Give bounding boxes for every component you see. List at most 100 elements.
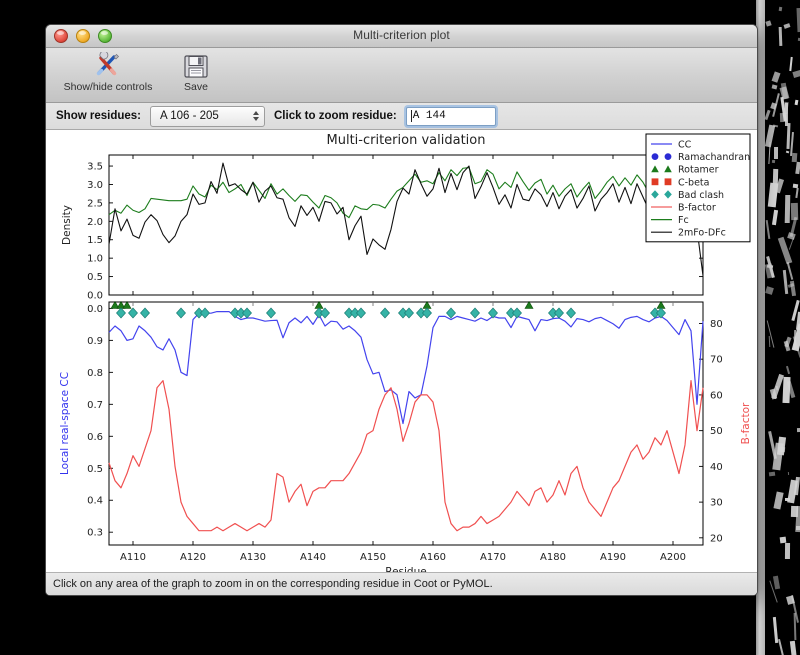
legend-triangle-swatch — [651, 165, 659, 173]
rotamer-outlier-marker[interactable] — [524, 300, 534, 309]
rotamer-outlier-marker[interactable] — [110, 300, 120, 309]
legend-label: Fc — [678, 215, 689, 226]
y-tick-label: 3.5 — [87, 162, 103, 173]
bad-clash-marker[interactable] — [356, 307, 366, 319]
x-tick-label: A200 — [660, 552, 686, 563]
show-hide-controls-label: Show/hide controls — [63, 81, 153, 93]
y-tick-label-left: 0.4 — [87, 496, 103, 507]
tools-icon — [93, 52, 123, 80]
legend-item-rotamer[interactable]: Rotamer — [651, 165, 719, 176]
x-tick-label: A110 — [120, 552, 146, 563]
y-tick-label: 0.0 — [87, 291, 103, 302]
residue-range-select[interactable]: A 106 - 205 — [150, 105, 265, 127]
plot-canvas[interactable]: Multi-criterion validation 0.0 0.5 1.0 1.5 2.… — [46, 130, 757, 595]
y-tick-label-left: 0.5 — [87, 464, 103, 475]
legend-item-ramachandran[interactable]: Ramachandran — [651, 152, 751, 163]
bad-clash-marker[interactable] — [422, 307, 432, 319]
y-tick-label-right: 70 — [710, 355, 723, 366]
status-text: Click on any area of the graph to zoom i… — [53, 578, 493, 590]
show-residues-label: Show residues: — [56, 110, 141, 122]
bad-clash-marker[interactable] — [140, 307, 150, 319]
series-2mFo-DFc — [108, 162, 704, 276]
background-window-edge — [756, 0, 765, 655]
legend-item-cc[interactable]: CC — [651, 140, 692, 151]
legend-label: Rotamer — [678, 165, 719, 176]
controls-bar: Show residues: A 106 - 205 Click to zoom… — [46, 103, 757, 130]
bad-clash-marker[interactable] — [200, 307, 210, 319]
bad-clash-marker[interactable] — [380, 307, 390, 319]
legend-diamond-swatch — [651, 190, 659, 199]
legend-label: Bad clash — [678, 190, 724, 201]
y-tick-label-right: 40 — [710, 462, 723, 473]
y-tick-label-left: 0.0 — [87, 304, 103, 315]
x-tick-label: A140 — [300, 552, 326, 563]
y-tick-label: 3.0 — [87, 180, 103, 191]
multi-criterion-plot[interactable]: Multi-criterion validation 0.0 0.5 1.0 1.5 2.… — [46, 130, 757, 595]
legend-item-b-factor[interactable]: B-factor — [651, 203, 716, 214]
window-title: Multi-criterion plot — [353, 28, 450, 42]
legend-item-fc[interactable]: Fc — [651, 215, 689, 226]
chevron-updown-icon — [253, 111, 259, 121]
title-bar[interactable]: Multi-criterion plot — [46, 25, 757, 48]
legend-triangle-swatch — [664, 165, 672, 173]
legend-square-swatch — [664, 178, 672, 186]
legend-item-bad-clash[interactable]: Bad clash — [651, 190, 724, 201]
bad-clash-marker[interactable] — [554, 307, 564, 319]
legend-label: Ramachandran — [678, 152, 750, 163]
bad-clash-marker[interactable] — [116, 307, 126, 319]
show-hide-controls-button[interactable]: Show/hide controls — [60, 52, 156, 93]
y-tick-label-right: 60 — [710, 390, 723, 401]
y-tick-label-right: 20 — [710, 533, 723, 544]
toolbar: Show/hide controls Save — [46, 48, 757, 103]
bad-clash-marker[interactable] — [446, 307, 456, 319]
x-tick-label: A190 — [600, 552, 626, 563]
x-tick-label: A130 — [240, 552, 266, 563]
y-tick-label-left: 0.9 — [87, 336, 103, 347]
legend-circle-swatch — [664, 153, 672, 160]
legend-circle-swatch — [651, 153, 659, 160]
application-window: Multi-criterion plot — [45, 24, 758, 596]
text-caret — [410, 110, 412, 122]
rotamer-outlier-marker[interactable] — [122, 300, 132, 309]
bad-clash-marker[interactable] — [266, 307, 276, 319]
zoom-residue-label: Click to zoom residue: — [274, 110, 397, 122]
y-tick-label: 2.0 — [87, 217, 103, 228]
y-tick-label-left: 0.7 — [87, 400, 103, 411]
y-tick-label: 1.0 — [87, 254, 103, 265]
bad-clash-marker[interactable] — [470, 307, 480, 319]
window-controls — [54, 29, 112, 43]
legend-item-c-beta[interactable]: C-beta — [651, 177, 710, 188]
bad-clash-marker[interactable] — [320, 307, 330, 319]
save-button[interactable]: Save — [170, 52, 222, 93]
bad-clash-marker[interactable] — [656, 307, 666, 319]
y-tick-label-right: 30 — [710, 498, 723, 509]
zoom-residue-value: A 144 — [412, 110, 446, 122]
legend-item-2mfo-dfc[interactable]: 2mFo-DFc — [651, 228, 726, 239]
series-B-factor — [108, 380, 704, 532]
x-tick-label: A180 — [540, 552, 566, 563]
x-tick-label: A120 — [180, 552, 206, 563]
legend-diamond-swatch — [664, 190, 672, 199]
zoom-button[interactable] — [98, 29, 112, 43]
legend-label: CC — [678, 140, 692, 151]
cc-bfactor-panel-frame — [108, 301, 704, 546]
bad-clash-marker[interactable] — [566, 307, 576, 319]
chart-title: Multi-criterion validation — [327, 133, 486, 148]
bad-clash-marker[interactable] — [512, 307, 522, 319]
y-tick-label: 1.5 — [87, 235, 103, 246]
density-axis-label: Density — [61, 205, 73, 245]
bad-clash-marker[interactable] — [404, 307, 414, 319]
x-tick-label: A170 — [480, 552, 506, 563]
desktop-background — [756, 0, 800, 655]
minimize-button[interactable] — [76, 29, 90, 43]
bad-clash-marker[interactable] — [488, 307, 498, 319]
bad-clash-marker[interactable] — [242, 307, 252, 319]
density-panel-frame — [108, 154, 704, 296]
bad-clash-marker[interactable] — [176, 307, 186, 319]
close-button[interactable] — [54, 29, 68, 43]
zoom-residue-input[interactable]: A 144 — [405, 106, 496, 126]
legend-label: 2mFo-DFc — [678, 228, 726, 239]
bad-clash-marker[interactable] — [128, 307, 138, 319]
legend-label: B-factor — [678, 203, 716, 214]
status-bar: Click on any area of the graph to zoom i… — [46, 572, 757, 595]
